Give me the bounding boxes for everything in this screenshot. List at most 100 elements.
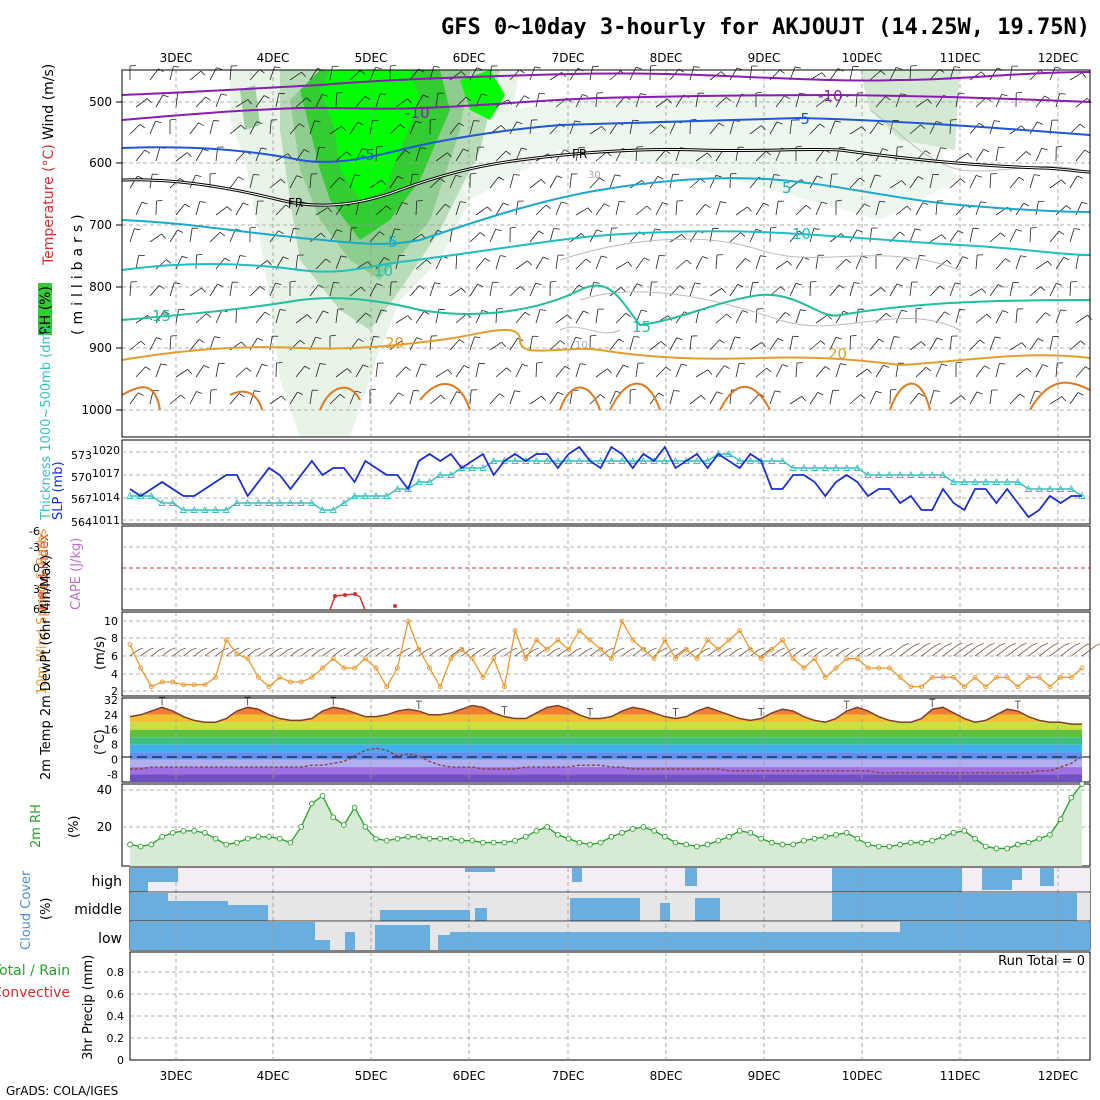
slp-tick: 1011 (92, 514, 120, 527)
wind-speed-marker (630, 637, 636, 643)
lifted-index-markers (333, 592, 397, 608)
rh-marker (747, 829, 754, 836)
rh-marker (159, 833, 165, 840)
temp-tick: 16 (104, 724, 118, 737)
thickness-marker (939, 471, 947, 478)
wind-barb (953, 644, 969, 657)
thickness-marker (329, 506, 337, 513)
rh-legend-swatch (38, 283, 52, 335)
top-date-label: 3DEC (160, 51, 193, 65)
wind-speed-marker (555, 637, 561, 643)
thickness-marker (693, 457, 701, 464)
wind-tick: 2 (111, 685, 118, 698)
wind-barb (760, 649, 770, 657)
rh-marker (736, 828, 743, 834)
wind-barb (365, 649, 374, 657)
wind-speed-marker (512, 628, 518, 634)
wind-barb (439, 649, 449, 657)
rh-marker (961, 828, 968, 834)
rh-marker (1004, 845, 1010, 852)
thickness-marker (917, 471, 926, 478)
thickness-marker (179, 506, 188, 513)
wind-speed-marker (651, 656, 657, 662)
wind-speed-marker (951, 674, 957, 680)
thickness-marker (949, 478, 958, 485)
rh-marker (587, 841, 593, 848)
rh-marker (169, 829, 176, 836)
thickness-marker (821, 464, 830, 471)
thickness-marker (800, 464, 808, 471)
wind-speed-marker (384, 684, 390, 690)
thickness-marker (842, 464, 851, 471)
temp-band (130, 774, 1082, 782)
wind-label: Wind (m/s) (41, 64, 57, 140)
rh-shading (230, 70, 960, 437)
rh-marker (512, 837, 518, 844)
thickness-marker (1024, 485, 1033, 492)
rh-marker (929, 837, 936, 844)
precip-tick: 0 (117, 1054, 124, 1067)
top-date-labels: 3DEC 4DEC 5DEC 6DEC 7DEC 8DEC 9DEC 10DEC 11DEC 12… (160, 51, 1079, 65)
rh-ticks: 40 20 (97, 783, 112, 834)
wind-barb (161, 649, 171, 657)
wind-speed-marker (298, 679, 304, 685)
stability-ticks: -6 -3 0 3 6 (29, 525, 40, 616)
rh-marker (576, 839, 583, 846)
wind-speed-marker (694, 656, 700, 662)
rh-marker (608, 833, 615, 840)
rh-marker (191, 828, 198, 834)
contour-label: 20 (828, 345, 847, 363)
top-date-label: 6DEC (453, 51, 486, 65)
wind-speed-marker (266, 684, 272, 690)
temp-ticks: 32 24 16 8 0 -8 (104, 694, 118, 782)
pressure-tick: 600 (89, 156, 112, 170)
wind-speed-marker (598, 646, 604, 652)
contour-label: -10 (818, 87, 843, 105)
thickness-marker (875, 471, 883, 478)
wind-barb (407, 649, 417, 657)
thickness-marker (618, 457, 626, 464)
wind-barb (878, 649, 888, 657)
wind-barb (204, 649, 214, 657)
bottom-date-label: 7DEC (552, 1069, 585, 1083)
upper-ylabels: RH (%) Temperature (°C) Wind (m/s) (mill… (38, 64, 86, 335)
wind10m-label: 10m Wind Speed & Barbs (35, 528, 50, 695)
wind-barb (514, 649, 524, 657)
rh-marker (148, 841, 155, 848)
wind-speed-marker (448, 656, 454, 662)
thickness-marker (211, 506, 220, 513)
thickness-marker (864, 471, 872, 478)
contour-label: 30 (588, 170, 601, 181)
wind-speed-marker (352, 665, 358, 671)
temp-band (130, 752, 1082, 760)
wind-barb (675, 649, 684, 657)
wind-speed-marker (362, 656, 368, 662)
rh-marker (651, 828, 657, 834)
rh-marker (1068, 794, 1075, 801)
wind-barb (932, 644, 947, 657)
rh-marker (298, 824, 304, 830)
bottom-date-label: 4DEC (257, 1069, 290, 1083)
wind-tick: 4 (111, 668, 118, 681)
wind-speed-marker (961, 684, 967, 690)
thickness-marker (703, 457, 712, 464)
stability-tick: -3 (29, 541, 40, 554)
thickness-marker (725, 450, 733, 457)
wind-speed-marker (544, 646, 550, 652)
rh2m-unit: (%) (67, 816, 82, 839)
rh-marker (1025, 839, 1032, 846)
thickness-marker (393, 485, 402, 492)
thickness-marker (896, 471, 904, 478)
wind-speed-marker (330, 656, 336, 662)
wind-barb (268, 649, 278, 657)
wind-barb (825, 649, 834, 657)
bottom-date-label: 10DEC (842, 1069, 882, 1083)
pressure-tick: 900 (89, 341, 112, 355)
wind-barb (771, 649, 781, 657)
temp-grid (175, 698, 1059, 782)
thickness-marker (1014, 478, 1022, 485)
wind-barb (1071, 644, 1086, 657)
rh-marker (501, 839, 508, 846)
wind-speed-marker (1015, 684, 1021, 690)
wind-tick: 6 (111, 650, 118, 663)
